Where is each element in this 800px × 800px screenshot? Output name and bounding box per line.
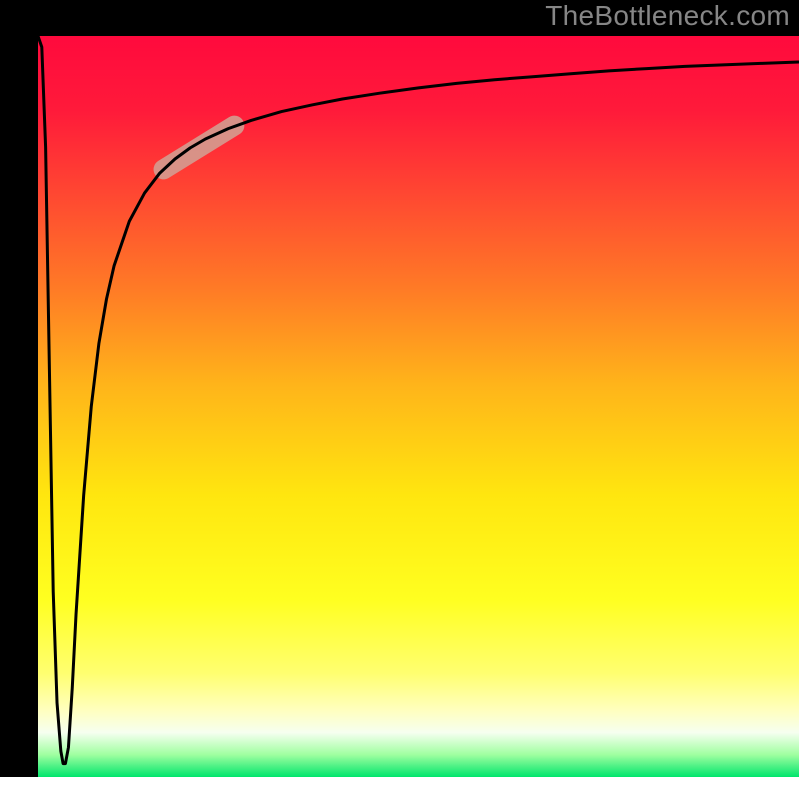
chart-root: TheBottleneck.com <box>0 0 800 800</box>
plot-area <box>0 0 800 800</box>
watermark-text: TheBottleneck.com <box>545 0 790 32</box>
gradient-background <box>38 36 799 777</box>
